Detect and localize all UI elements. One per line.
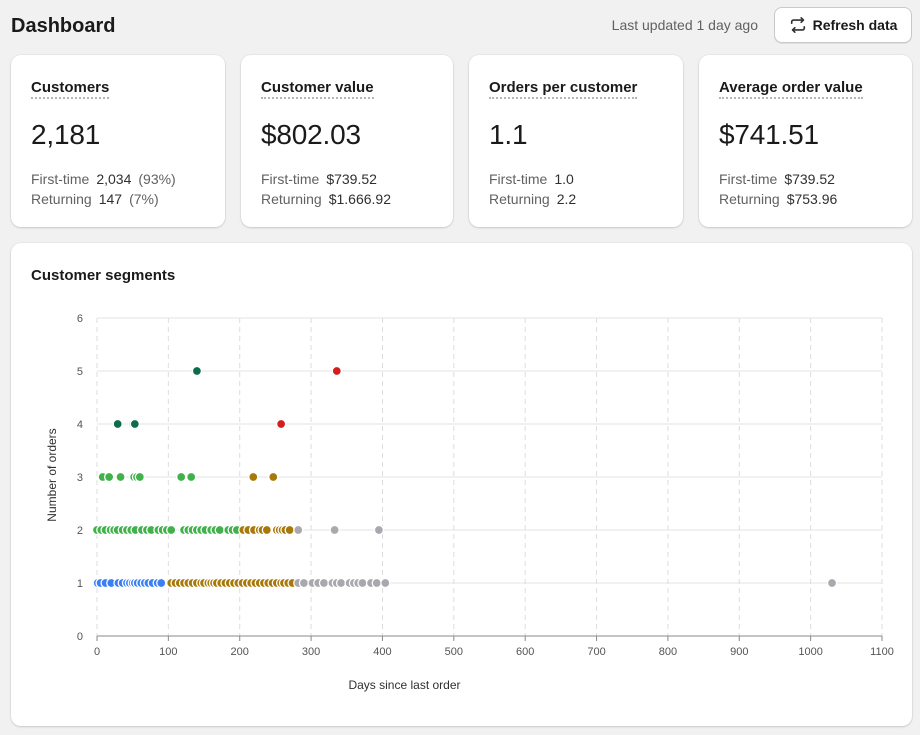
customers-value: 2,181 <box>31 119 101 150</box>
y-tick-label: 2 <box>77 525 83 537</box>
data-point <box>284 524 295 536</box>
data-point <box>329 524 340 536</box>
data-point <box>268 471 279 483</box>
customer-segments-card: Customer segments 0 100 200 300 400 500 600 700… <box>11 243 912 726</box>
returning-label: Returning <box>719 191 780 207</box>
y-tick-label: 3 <box>77 472 83 484</box>
first-time-value: $739.52 <box>784 171 835 187</box>
y-tick-label: 1 <box>77 578 83 590</box>
data-point <box>331 365 342 377</box>
first-time-value: $739.52 <box>326 171 377 187</box>
orders-per-customer-value: 1.1 <box>489 119 528 150</box>
data-point <box>214 524 225 536</box>
scatter-chart: 0 100 200 300 400 500 600 700 800 900 1000 1100 0 1 2 3… <box>45 313 894 692</box>
data-point <box>275 418 287 430</box>
data-point <box>298 577 310 589</box>
last-updated-text: Last updated 1 day ago <box>611 17 758 33</box>
first-time-label: First-time <box>261 171 320 187</box>
x-tick-label: 1000 <box>798 646 822 658</box>
returning-value: 2.2 <box>556 191 577 207</box>
x-tick-label: 600 <box>516 646 534 658</box>
data-point <box>380 577 391 589</box>
y-axis-title: Number of orders <box>45 428 59 521</box>
returning-value: 147 <box>98 191 123 207</box>
y-tick-label: 0 <box>77 631 83 643</box>
x-tick-label: 500 <box>445 646 463 658</box>
refresh-data-button[interactable]: Refresh data <box>774 7 912 43</box>
data-point <box>293 524 304 536</box>
orders-per-customer-card: Orders per customer 1.1 First-time 1.0 Re… <box>469 55 683 227</box>
data-point <box>248 471 259 483</box>
x-tick-label: 700 <box>587 646 605 658</box>
returning-percent: (7%) <box>129 191 159 207</box>
average-order-value-value: $741.51 <box>719 119 819 150</box>
refresh-data-label: Refresh data <box>812 17 898 33</box>
data-point <box>166 524 177 536</box>
x-tick-label: 900 <box>730 646 748 658</box>
refresh-icon <box>789 16 807 34</box>
orders-per-customer-title[interactable]: Orders per customer <box>489 79 638 99</box>
data-point <box>318 577 330 589</box>
customers-title[interactable]: Customers <box>31 79 110 99</box>
x-tick-label: 400 <box>373 646 391 658</box>
returning-value: $753.96 <box>786 191 838 207</box>
first-time-percent: (93%) <box>138 171 176 187</box>
data-point <box>112 418 123 430</box>
x-tick-label: 300 <box>302 646 320 658</box>
first-time-label: First-time <box>489 171 548 187</box>
data-point <box>186 471 197 483</box>
data-point <box>335 577 347 589</box>
x-tick-label: 100 <box>159 646 177 658</box>
x-tick-label: 0 <box>94 646 100 658</box>
data-point <box>103 471 115 483</box>
first-time-value: 1.0 <box>554 171 574 187</box>
x-tick-label: 200 <box>231 646 249 658</box>
data-point <box>357 577 368 589</box>
returning-label: Returning <box>261 191 322 207</box>
y-tick-label: 4 <box>77 419 83 431</box>
data-point <box>191 365 203 377</box>
customer-value-card: Customer value $802.03 First-time $739.52… <box>241 55 453 227</box>
x-tick-label: 1100 <box>870 646 894 658</box>
x-tick-label: 800 <box>659 646 677 658</box>
data-point <box>826 577 838 589</box>
data-point <box>176 471 187 483</box>
data-point <box>373 524 385 536</box>
first-time-label: First-time <box>719 171 778 187</box>
x-axis-title: Days since last order <box>348 678 460 692</box>
customer-value-title[interactable]: Customer value <box>261 79 374 99</box>
returning-label: Returning <box>489 191 550 207</box>
first-time-value: 2,034 <box>96 171 132 187</box>
first-time-label: First-time <box>31 171 90 187</box>
customers-card: Customers 2,181 First-time 2,034 (93%) Ret… <box>11 55 225 227</box>
data-point <box>156 577 167 589</box>
y-tick-label: 5 <box>77 366 83 378</box>
data-point <box>261 524 272 536</box>
y-tick-label: 6 <box>77 313 83 325</box>
returning-value: $1.666.92 <box>328 191 391 207</box>
segments-title: Customer segments <box>31 267 176 284</box>
data-point <box>371 577 382 589</box>
average-order-value-card: Average order value $741.51 First-time $7… <box>699 55 912 227</box>
customer-value-value: $802.03 <box>261 119 361 150</box>
data-point <box>134 471 145 483</box>
data-point <box>115 471 126 483</box>
returning-label: Returning <box>31 191 92 207</box>
average-order-value-title[interactable]: Average order value <box>719 79 863 99</box>
data-point <box>129 418 140 430</box>
page-title: Dashboard <box>11 15 116 37</box>
